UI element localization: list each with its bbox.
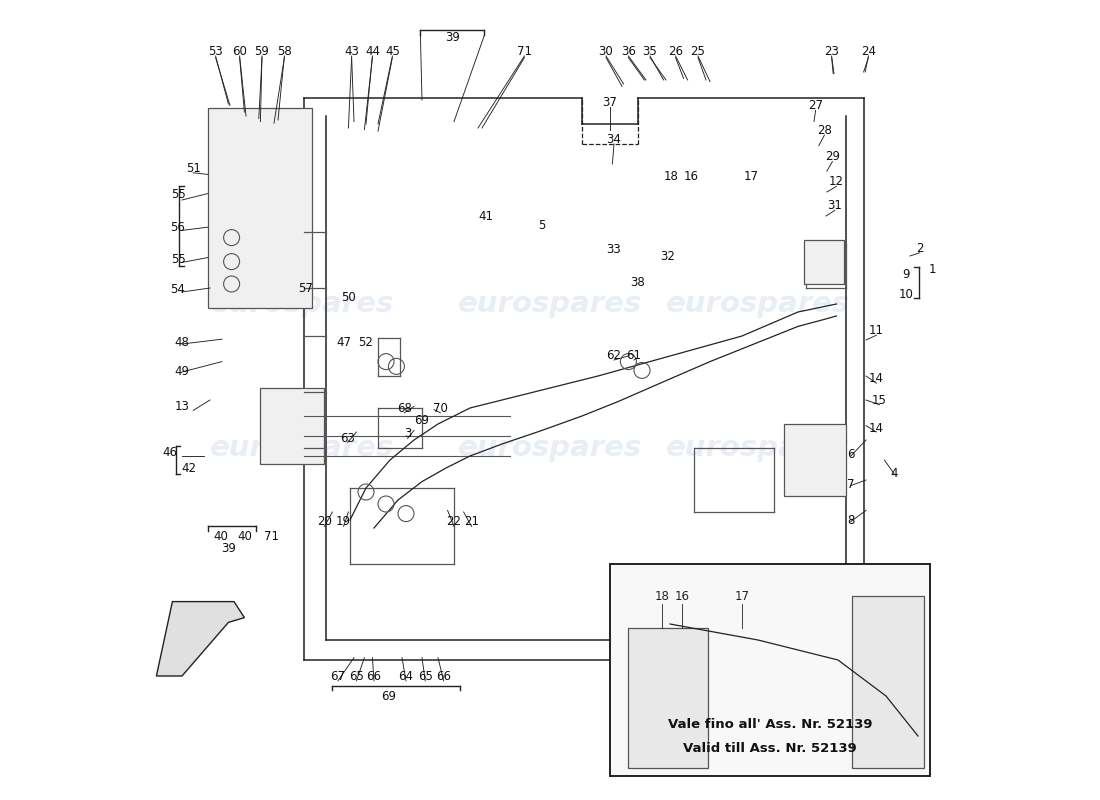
Text: 62: 62: [606, 349, 621, 362]
Text: 35: 35: [642, 45, 658, 58]
Text: 66: 66: [366, 670, 382, 682]
Text: 10: 10: [899, 288, 913, 301]
Text: eurospares: eurospares: [458, 434, 642, 462]
Text: eurospares: eurospares: [666, 290, 850, 318]
Text: Valid till Ass. Nr. 52139: Valid till Ass. Nr. 52139: [683, 742, 857, 754]
Text: 53: 53: [208, 45, 223, 58]
Text: 44: 44: [365, 45, 380, 58]
Text: 29: 29: [825, 150, 840, 163]
Text: 54: 54: [170, 283, 186, 296]
Text: 60: 60: [232, 45, 248, 58]
Text: 43: 43: [344, 45, 359, 58]
Text: 39: 39: [446, 31, 460, 44]
Text: 25: 25: [691, 45, 705, 58]
Text: 9: 9: [902, 268, 910, 281]
Text: 24: 24: [861, 45, 876, 58]
Text: 32: 32: [660, 250, 675, 262]
Text: 30: 30: [598, 45, 614, 58]
Bar: [852, 596, 924, 768]
Text: 1: 1: [928, 263, 936, 276]
Text: 71: 71: [517, 45, 532, 58]
FancyBboxPatch shape: [261, 388, 324, 464]
Text: 55: 55: [170, 253, 186, 266]
Text: 17: 17: [744, 170, 759, 182]
Text: 39: 39: [221, 542, 235, 555]
Text: 57: 57: [298, 282, 314, 294]
Text: 49: 49: [175, 365, 189, 378]
Text: eurospares: eurospares: [458, 290, 642, 318]
Text: 5: 5: [538, 219, 546, 232]
Text: 64: 64: [398, 670, 414, 682]
Text: 47: 47: [337, 336, 351, 349]
Text: 20: 20: [317, 515, 332, 528]
Text: 17: 17: [735, 590, 749, 602]
Text: 34: 34: [606, 133, 621, 146]
Text: 69: 69: [381, 690, 396, 702]
Text: 4: 4: [890, 467, 898, 480]
Text: eurospares: eurospares: [210, 434, 394, 462]
Polygon shape: [156, 602, 244, 676]
Text: 14: 14: [869, 422, 884, 434]
Text: 11: 11: [869, 324, 884, 337]
Text: 3: 3: [404, 427, 411, 440]
Text: 70: 70: [433, 402, 448, 414]
Text: 31: 31: [827, 199, 843, 212]
Text: 38: 38: [630, 276, 646, 289]
Text: 33: 33: [606, 243, 621, 256]
Text: 13: 13: [175, 400, 189, 413]
Text: 58: 58: [277, 45, 292, 58]
Text: 69: 69: [415, 414, 429, 426]
Text: 66: 66: [436, 670, 451, 682]
Text: 67: 67: [330, 670, 345, 682]
Text: 41: 41: [478, 210, 494, 222]
Text: 51: 51: [186, 162, 200, 174]
Text: 63: 63: [340, 432, 355, 445]
Text: 22: 22: [447, 515, 462, 528]
Text: 18: 18: [664, 170, 679, 182]
Text: 14: 14: [869, 372, 884, 385]
Bar: [784, 424, 846, 496]
Text: 40: 40: [236, 530, 252, 542]
Text: 65: 65: [349, 670, 364, 682]
Bar: [208, 108, 311, 308]
Text: 8: 8: [847, 514, 855, 526]
Text: 27: 27: [808, 99, 823, 112]
Text: 55: 55: [170, 188, 186, 201]
Text: 50: 50: [341, 291, 355, 304]
Text: 15: 15: [872, 394, 887, 406]
Text: 71: 71: [264, 530, 279, 542]
Text: Vale fino all' Ass. Nr. 52139: Vale fino all' Ass. Nr. 52139: [668, 718, 872, 730]
Text: 2: 2: [916, 242, 923, 254]
Text: eurospares: eurospares: [666, 434, 850, 462]
Text: 45: 45: [385, 45, 399, 58]
Text: 12: 12: [829, 175, 844, 188]
Text: 42: 42: [180, 462, 196, 474]
Bar: [628, 628, 707, 768]
Text: 56: 56: [170, 221, 186, 234]
Text: 46: 46: [163, 446, 177, 458]
Text: 19: 19: [337, 515, 351, 528]
Text: 40: 40: [213, 530, 228, 542]
Text: 52: 52: [359, 336, 373, 349]
Text: 6: 6: [847, 448, 855, 461]
Text: 26: 26: [668, 45, 683, 58]
Text: 61: 61: [627, 349, 641, 362]
Bar: [610, 564, 930, 776]
Text: 16: 16: [674, 590, 690, 602]
Text: eurospares: eurospares: [210, 290, 394, 318]
Text: 59: 59: [254, 45, 270, 58]
Text: 21: 21: [464, 515, 480, 528]
Text: 36: 36: [621, 45, 636, 58]
Text: 65: 65: [418, 670, 432, 682]
Text: 68: 68: [397, 402, 411, 414]
Text: 16: 16: [684, 170, 700, 182]
Text: 48: 48: [175, 336, 189, 349]
Text: 23: 23: [824, 45, 839, 58]
Text: 28: 28: [817, 124, 832, 137]
Bar: [804, 240, 845, 284]
Text: 37: 37: [603, 96, 617, 109]
Text: 18: 18: [654, 590, 670, 602]
Text: 7: 7: [847, 478, 855, 490]
